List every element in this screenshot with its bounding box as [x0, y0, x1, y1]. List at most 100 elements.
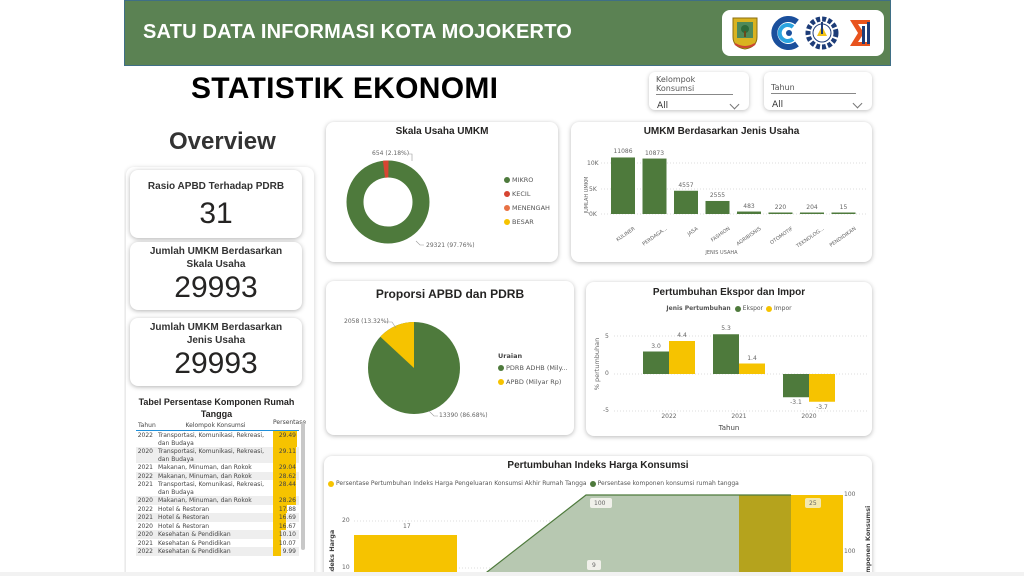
- header-title: SATU DATA INFORMASI KOTA MOJOKERTO: [143, 21, 573, 43]
- legend-item-impor[interactable]: Impor: [774, 305, 792, 312]
- cell-persentase: 10.07: [273, 538, 297, 547]
- ekspor-impor-card: Pertumbuhan Ekspor dan Impor Jenis Pertu…: [586, 282, 872, 436]
- bar[interactable]: [674, 190, 698, 214]
- data-label: 10873: [644, 149, 665, 157]
- y2-tick: 100: [844, 491, 856, 498]
- data-label-kecil: 654 (2.18%): [372, 150, 410, 157]
- bar[interactable]: [783, 374, 809, 398]
- x-axis-label: Tahun: [718, 424, 740, 432]
- bar[interactable]: [768, 212, 793, 215]
- legend-dot-icon: [504, 205, 510, 211]
- legend-dot-icon: [504, 177, 510, 183]
- table-row[interactable]: 2022 Hotel & Restoran 17.88: [136, 504, 299, 513]
- legend-item-besar[interactable]: BESAR: [504, 218, 550, 226]
- table-header: Tahun Kelompok Konsumsi Persentase: [136, 419, 307, 431]
- data-label: 483: [743, 202, 755, 210]
- table-row[interactable]: 2021 Kesehatan & Pendidikan 10.07: [136, 538, 299, 547]
- table-row[interactable]: 2022 Transportasi, Komunikasi, Rekreasi, …: [136, 431, 299, 447]
- column-header-tahun[interactable]: Tahun: [138, 422, 156, 429]
- cell-tahun: 2022: [137, 548, 153, 555]
- bar[interactable]: [611, 157, 635, 214]
- bar[interactable]: [737, 211, 761, 214]
- data-label: 9: [592, 562, 596, 569]
- data-bar: [273, 538, 282, 547]
- y-tick: 0K: [589, 211, 597, 218]
- ekspor-impor-bar-chart[interactable]: [586, 282, 872, 436]
- legend-dot-icon: [498, 379, 504, 385]
- chevron-down-icon[interactable]: [729, 99, 740, 109]
- data-label: 3.0: [651, 342, 661, 350]
- data-label: 25: [809, 500, 817, 507]
- kpi-card-umkm-jenis: Jumlah UMKM Berdasarkan Jenis Usaha 2999…: [130, 318, 302, 386]
- header-banner: SATU DATA INFORMASI KOTA MOJOKERTO: [124, 0, 891, 66]
- y-tick: 20: [342, 517, 350, 524]
- data-label-pdrb: 13390 (86.68%): [439, 412, 488, 419]
- bar[interactable]: [713, 334, 739, 374]
- y-axis-label: Indeks Harga: [328, 529, 336, 576]
- kelompok-konsumsi-dropdown[interactable]: All: [656, 99, 742, 113]
- legend-item-pdrb[interactable]: PDRB ADHB (Mily...: [498, 364, 568, 372]
- column-header-persentase[interactable]: Persentase: [273, 419, 307, 426]
- legend-item-ekspor[interactable]: Ekspor: [742, 305, 764, 312]
- kelompok-konsumsi-slicer[interactable]: Kelompok Konsumsi All: [649, 72, 749, 113]
- legend-item-kecil[interactable]: KECIL: [504, 190, 550, 198]
- proporsi-pie-chart[interactable]: [326, 281, 574, 435]
- legend-item-pertumbuhan[interactable]: Persentase Pertumbuhan Indeks Harga Peng…: [336, 480, 587, 487]
- cell-persentase: 28.62: [273, 471, 297, 480]
- chart-title: Skala Usaha UMKM: [395, 126, 489, 137]
- bar[interactable]: [800, 212, 824, 215]
- indeks-harga-combo-chart[interactable]: [324, 456, 872, 576]
- chevron-down-icon[interactable]: [852, 98, 863, 108]
- cell-persentase: 16.67: [273, 521, 297, 530]
- slicer-label: Tahun: [771, 83, 856, 94]
- legend-item-mikro[interactable]: MIKRO: [504, 176, 550, 184]
- tahun-dropdown[interactable]: All: [771, 98, 865, 112]
- table-row[interactable]: 2020 Hotel & Restoran 16.67: [136, 521, 299, 530]
- bar[interactable]: [809, 374, 835, 402]
- bar[interactable]: [705, 200, 730, 214]
- table-row[interactable]: 2020 Transportasi, Komunikasi, Rekreasi, …: [136, 447, 299, 463]
- table-row[interactable]: 2020 Kesehatan & Pendidikan 10.10: [136, 530, 299, 539]
- data-bar: [273, 463, 297, 472]
- logo-strip: [722, 10, 884, 56]
- legend-item-komponen[interactable]: Persentase komponen konsumsi rumah tangg…: [597, 480, 739, 487]
- table-row[interactable]: 2020 Makanan, Minuman, dan Rokok 28.26: [136, 496, 299, 505]
- x-tick: 2021: [731, 413, 747, 420]
- skala-donut-chart[interactable]: [326, 122, 558, 262]
- table-row[interactable]: 2021 Transportasi, Komunikasi, Rekreasi, …: [136, 480, 299, 496]
- table-row[interactable]: 2021 Hotel & Restoran 16.69: [136, 513, 299, 522]
- data-label: -3.1: [790, 399, 802, 407]
- bar[interactable]: [643, 351, 669, 375]
- cell-tahun: 2021: [137, 481, 153, 488]
- table-row[interactable]: 2021 Makanan, Minuman, dan Rokok 29.04: [136, 463, 299, 472]
- persentase-komponen-table[interactable]: Tahun Kelompok Konsumsi Persentase 2022 T…: [136, 419, 307, 556]
- data-label: 15: [839, 203, 848, 211]
- cell-persentase: 29.11: [273, 447, 297, 463]
- jenis-usaha-bar-chart[interactable]: [571, 122, 872, 262]
- dropdown-value: All: [772, 100, 784, 110]
- dropdown-value: All: [657, 101, 669, 111]
- legend-item-menengah[interactable]: MENENGAH: [504, 204, 550, 212]
- column-header-kelompok[interactable]: Kelompok Konsumsi: [185, 421, 246, 429]
- statistics-logo-icon: [844, 14, 878, 52]
- bar[interactable]: [831, 212, 856, 215]
- bar[interactable]: [669, 341, 695, 374]
- y-tick: 5: [605, 333, 609, 340]
- table-row[interactable]: 2022 Makanan, Minuman, dan Rokok 28.62: [136, 471, 299, 480]
- table-row[interactable]: 2022 Kesehatan & Pendidikan 9.99: [136, 547, 299, 556]
- y-tick: 10K: [587, 160, 599, 167]
- data-label-apbd: 2058 (13.32%): [344, 318, 389, 325]
- bar[interactable]: [642, 158, 667, 214]
- cell-kelompok: Transportasi, Komunikasi, Rekreasi, dan …: [158, 448, 264, 463]
- indeks-harga-card: Pertumbuhan Indeks Harga Konsumsi Persen…: [324, 456, 872, 576]
- tahun-slicer[interactable]: Tahun All: [764, 72, 872, 110]
- skala-usaha-card: Skala Usaha UMKM 654 (2.18%) 29321 (97.7…: [326, 122, 558, 262]
- cell-persentase: 29.49: [273, 431, 297, 447]
- data-bar: [273, 496, 296, 505]
- data-label: 11086: [613, 148, 633, 156]
- table-scrollbar[interactable]: [301, 422, 305, 550]
- cell-kelompok: Hotel & Restoran: [158, 505, 210, 513]
- cell-tahun: 2020: [137, 522, 153, 530]
- legend-item-apbd[interactable]: APBD (Milyar Rp): [498, 378, 568, 386]
- bar[interactable]: [739, 363, 765, 375]
